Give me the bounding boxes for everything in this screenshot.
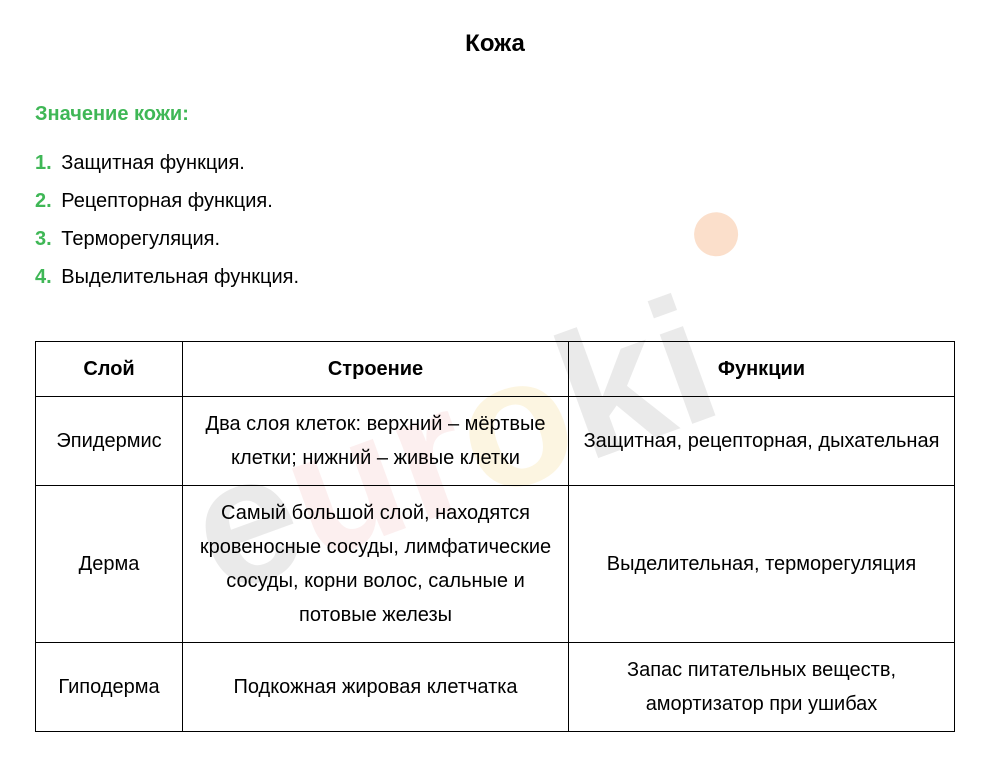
meaning-item: 2. Рецепторная функция. <box>35 182 955 220</box>
meaning-item: 1. Защитная функция. <box>35 144 955 182</box>
page-title: Кожа <box>35 30 955 58</box>
cell-structure: Самый большой слой, находятся кровеносны… <box>183 486 569 643</box>
meaning-number: 2. <box>35 190 52 212</box>
document-content: Кожа Значение кожи: 1. Защитная функция.… <box>35 30 955 732</box>
meaning-text: Защитная функция. <box>56 152 245 174</box>
table-header-cell: Строение <box>183 342 569 397</box>
meaning-list: 1. Защитная функция.2. Рецепторная функц… <box>35 144 955 296</box>
meaning-number: 3. <box>35 228 52 250</box>
meaning-item: 3. Терморегуляция. <box>35 220 955 258</box>
table-row: ГиподермаПодкожная жировая клетчаткаЗапа… <box>36 643 955 732</box>
meaning-number: 1. <box>35 152 52 174</box>
cell-structure: Два слоя клеток: верхний – мёртвые клетк… <box>183 397 569 486</box>
meaning-text: Терморегуляция. <box>56 228 220 250</box>
cell-functions: Защитная, рецепторная, дыхательная <box>569 397 955 486</box>
cell-layer: Дерма <box>36 486 183 643</box>
cell-functions: Запас питательных веществ, амортизатор п… <box>569 643 955 732</box>
table-row: ДермаСамый большой слой, находятся крове… <box>36 486 955 643</box>
skin-table: СлойСтроениеФункции ЭпидермисДва слоя кл… <box>35 341 955 732</box>
table-row: ЭпидермисДва слоя клеток: верхний – мёрт… <box>36 397 955 486</box>
meaning-item: 4. Выделительная функция. <box>35 258 955 296</box>
meaning-text: Выделительная функция. <box>56 266 299 288</box>
table-header-cell: Слой <box>36 342 183 397</box>
meaning-text: Рецепторная функция. <box>56 190 273 212</box>
cell-layer: Эпидермис <box>36 397 183 486</box>
meaning-number: 4. <box>35 266 52 288</box>
table-header-row: СлойСтроениеФункции <box>36 342 955 397</box>
cell-layer: Гиподерма <box>36 643 183 732</box>
cell-functions: Выделительная, терморегуляция <box>569 486 955 643</box>
section-heading: Значение кожи: <box>35 103 955 126</box>
table-header-cell: Функции <box>569 342 955 397</box>
cell-structure: Подкожная жировая клетчатка <box>183 643 569 732</box>
